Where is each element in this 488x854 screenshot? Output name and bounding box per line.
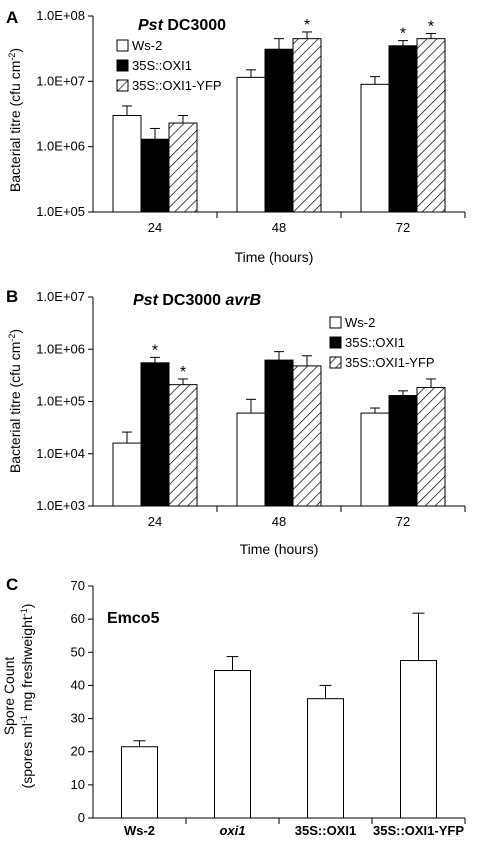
x-tick-label: 35S::OXI1 — [295, 823, 356, 838]
bar — [400, 660, 437, 819]
significance-star: * — [180, 364, 186, 381]
bar — [388, 45, 418, 213]
panel-c-title: Emco5 — [107, 610, 160, 627]
y-tick-label: 0 — [78, 810, 85, 825]
y-tick-label: 1.0E+06 — [36, 341, 85, 356]
bar — [236, 76, 266, 213]
bar — [388, 395, 418, 507]
bar — [360, 412, 390, 507]
y-tick-label: 1.0E+07 — [36, 73, 85, 88]
x-tick-label: 72 — [396, 220, 410, 235]
y-tick-label: 1.0E+03 — [36, 498, 85, 513]
significance-star: * — [152, 342, 158, 359]
panel-b-x-ticks: 24 48 72 — [148, 506, 466, 529]
significance-star: * — [304, 17, 310, 34]
bar — [264, 48, 294, 213]
y-tick-label: 1.0E+04 — [36, 446, 85, 461]
y-tick-label: 50 — [71, 644, 85, 659]
significance-star: * — [428, 18, 434, 35]
y-tick-label: 20 — [71, 744, 85, 759]
bar — [140, 362, 170, 507]
y-tick-label: 10 — [71, 777, 85, 792]
panel-c-ylabel-line1: Spore Count — [1, 657, 17, 736]
panel-a-bars: * * * — [112, 17, 446, 213]
bar — [121, 746, 158, 819]
significance-star: * — [400, 26, 406, 43]
panel-b-title: Pst DC3000 avrB — [133, 292, 261, 309]
panel-c-x-ticks: Ws-2 oxi1 35S::OXI1 35S::OXI1-YFP — [124, 818, 466, 838]
legend-label: 35S::OXI1 — [132, 58, 192, 73]
panel-b-xlabel: Time (hours) — [240, 541, 319, 557]
panel-a-letter: A — [6, 8, 18, 27]
panel-c: C Emco5 Spore Count (spores ml-1 mg fres… — [1, 575, 466, 838]
panel-a: A Pst DC3000 Bacterial titre (cfu cm-2) … — [6, 8, 466, 265]
bar — [236, 412, 266, 507]
legend-swatch — [329, 336, 342, 349]
legend-label: Ws-2 — [132, 38, 162, 53]
x-tick-label: 24 — [148, 514, 162, 529]
legend-swatch — [329, 356, 342, 369]
legend-label: 35S::OXI1-YFP — [345, 355, 435, 370]
legend-swatch — [116, 39, 129, 52]
panel-b-letter: B — [6, 287, 18, 306]
bar — [112, 442, 142, 507]
y-tick-label: 1.0E+08 — [36, 8, 85, 23]
bar — [140, 138, 170, 213]
panel-a-ylabel: Bacterial titre (cfu cm-2) — [7, 48, 23, 192]
x-tick-label: oxi1 — [219, 823, 245, 838]
y-tick-label: 30 — [71, 711, 85, 726]
y-tick-label: 40 — [71, 677, 85, 692]
panel-b-ylabel: Bacterial titre (cfu cm-2) — [7, 329, 23, 473]
y-tick-label: 1.0E+05 — [36, 394, 85, 409]
legend-swatch — [329, 316, 342, 329]
bar — [168, 384, 198, 507]
panel-c-letter: C — [6, 575, 18, 594]
legend-swatch — [116, 59, 129, 72]
x-tick-label: Ws-2 — [124, 823, 155, 838]
bar — [416, 387, 446, 507]
bar — [264, 359, 294, 507]
x-tick-label: 72 — [396, 514, 410, 529]
legend-label: Ws-2 — [345, 315, 375, 330]
panel-a-x-ticks: 24 48 72 — [148, 212, 466, 235]
bar — [292, 38, 322, 213]
y-tick-label: 60 — [71, 611, 85, 626]
x-tick-label: 35S::OXI1-YFP — [373, 823, 464, 838]
bar — [292, 365, 322, 507]
y-tick-label: 1.0E+05 — [36, 204, 85, 219]
legend-swatch — [116, 79, 129, 92]
panel-b: B Pst DC3000 avrB Bacterial titre (cfu c… — [6, 287, 466, 557]
panel-a-title: Pst DC3000 — [138, 17, 226, 34]
y-tick-label: 1.0E+06 — [36, 139, 85, 154]
panel-c-bars — [121, 612, 437, 819]
x-tick-label: 48 — [272, 220, 286, 235]
panel-b-bars: ** — [112, 342, 446, 507]
bar — [307, 698, 344, 819]
bar — [214, 670, 251, 819]
y-tick-label: 70 — [71, 578, 85, 593]
panel-c-ylabel-line2: (spores ml-1 mg freshweight-1) — [19, 604, 35, 789]
bar — [416, 38, 446, 213]
bar — [112, 114, 142, 213]
y-tick-label: 1.0E+07 — [36, 289, 85, 304]
x-tick-label: 24 — [148, 220, 162, 235]
legend-label: 35S::OXI1 — [345, 335, 405, 350]
bar — [168, 122, 198, 213]
bar — [360, 83, 390, 213]
legend-label: 35S::OXI1-YFP — [132, 78, 222, 93]
x-tick-label: 48 — [272, 514, 286, 529]
panel-a-xlabel: Time (hours) — [235, 249, 314, 265]
